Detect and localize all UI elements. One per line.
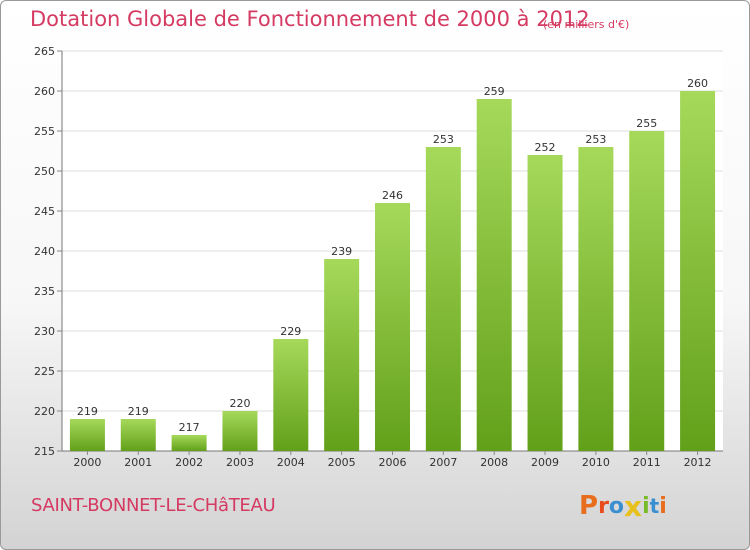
bar [324, 259, 360, 451]
bar [171, 435, 207, 451]
logo-letter: o [608, 493, 625, 519]
logo-letter: x [624, 489, 643, 523]
bar [273, 339, 309, 451]
x-tick-label: 2008 [480, 456, 508, 469]
logo-letter: i [659, 493, 667, 519]
x-tick-label: 2003 [226, 456, 254, 469]
y-tick-label: 220 [34, 405, 55, 418]
x-tick-label: 2006 [379, 456, 407, 469]
bar-value-label: 217 [179, 421, 200, 434]
bar-value-label: 255 [636, 117, 657, 130]
bar [375, 203, 410, 451]
bar-value-label: 220 [229, 397, 250, 410]
x-tick-label: 2007 [429, 456, 457, 469]
bar [629, 131, 665, 451]
bar-value-label: 259 [484, 85, 505, 98]
bar-value-label: 253 [433, 133, 454, 146]
bar-value-label: 246 [382, 189, 403, 202]
chart-title: Dotation Globale de Fonctionnement de 20… [30, 7, 590, 31]
y-tick-label: 250 [34, 165, 55, 178]
bar [120, 419, 156, 451]
bar-value-label: 260 [687, 77, 708, 90]
x-tick-label: 2004 [277, 456, 305, 469]
y-tick-label: 260 [34, 85, 55, 98]
bar-value-label: 253 [585, 133, 606, 146]
y-tick-label: 245 [34, 205, 55, 218]
bar-value-label: 219 [77, 405, 98, 418]
bar [69, 419, 105, 451]
bar-value-label: 219 [128, 405, 149, 418]
bar [680, 91, 716, 451]
bar [476, 99, 512, 451]
y-tick-label: 255 [34, 125, 55, 138]
y-tick-label: 235 [34, 285, 55, 298]
bar-value-label: 239 [331, 245, 352, 258]
chart-unit: (en milliers d'€) [543, 18, 630, 31]
logo-letter: i [642, 493, 650, 519]
bar [222, 411, 258, 451]
y-tick-label: 230 [34, 325, 55, 338]
x-tick-label: 2011 [633, 456, 661, 469]
bar [425, 147, 461, 451]
commune-name: SAINT-BONNET-LE-CHâTEAU [31, 495, 276, 516]
logo-letter: t [649, 494, 660, 518]
logo-letter: P [579, 491, 599, 521]
x-tick-label: 2012 [684, 456, 712, 469]
bar-value-label: 252 [535, 141, 556, 154]
bar [578, 147, 614, 451]
y-tick-label: 225 [34, 365, 55, 378]
x-tick-label: 2002 [175, 456, 203, 469]
x-tick-label: 2005 [328, 456, 356, 469]
bar [527, 155, 563, 451]
x-tick-label: 2000 [73, 456, 101, 469]
bar-value-label: 229 [280, 325, 301, 338]
logo-letter: r [598, 493, 609, 519]
x-tick-label: 2001 [124, 456, 152, 469]
x-tick-label: 2009 [531, 456, 559, 469]
x-tick-label: 2010 [582, 456, 610, 469]
y-tick-label: 240 [34, 245, 55, 258]
y-tick-label: 215 [34, 445, 55, 458]
y-tick-label: 265 [34, 45, 55, 58]
